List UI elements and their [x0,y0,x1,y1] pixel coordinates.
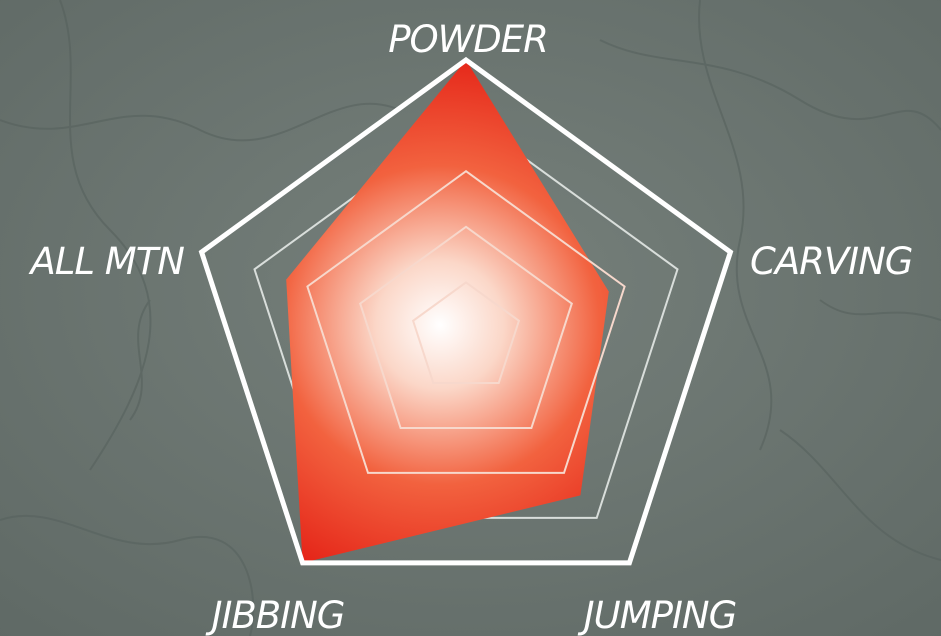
axis-label-carving: CARVING [750,240,912,283]
radar-ring-1 [411,281,521,384]
radar-ring-2 [359,225,573,429]
radar-ring-3 [306,169,626,474]
axis-label-powder: POWDER [388,18,548,61]
axis-label-all-mtn: ALL MTN [28,240,184,283]
radar-outer-frame [198,56,734,566]
axis-label-jibbing: JIBBING [205,594,345,636]
radar-inner-grid [306,169,626,474]
axis-label-jumping: JUMPING [577,594,737,636]
series-area [286,60,609,563]
